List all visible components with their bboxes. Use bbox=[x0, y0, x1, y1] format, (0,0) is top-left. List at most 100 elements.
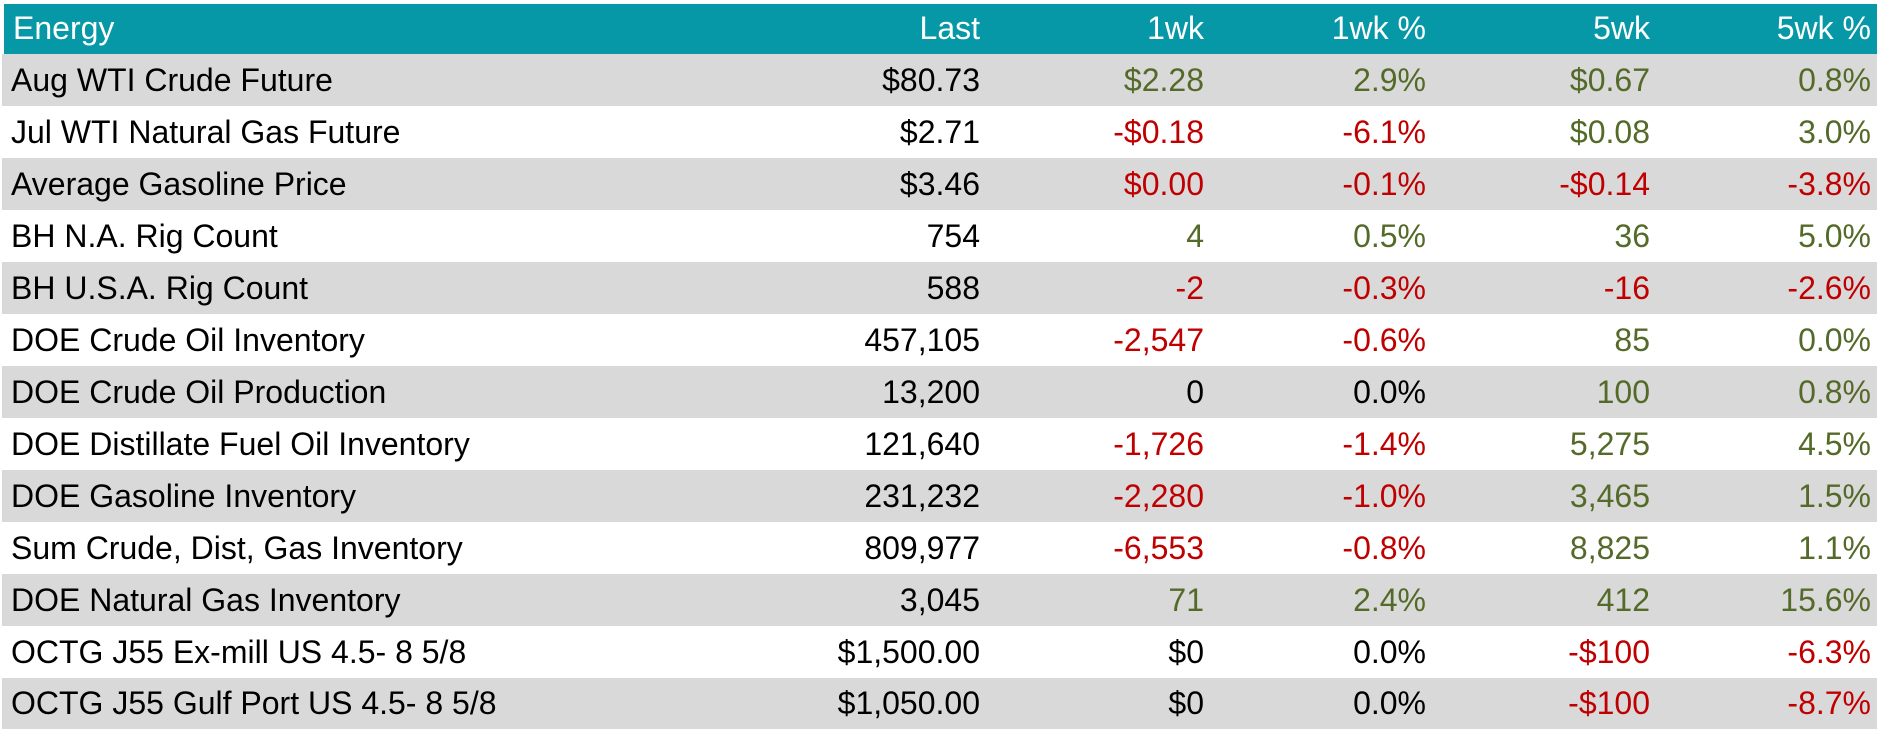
value-cell: -1.0% bbox=[1212, 470, 1434, 522]
value-cell: 0.0% bbox=[1212, 678, 1434, 732]
value-cell: -2,280 bbox=[988, 470, 1212, 522]
value-cell: 36 bbox=[1434, 210, 1658, 262]
row-label: BH N.A. Rig Count bbox=[2, 210, 642, 262]
value-cell: $3.46 bbox=[642, 158, 988, 210]
value-cell: 0.8% bbox=[1658, 366, 1877, 418]
value-cell: -6.1% bbox=[1212, 106, 1434, 158]
value-cell: -$0.18 bbox=[988, 106, 1212, 158]
table-row: Jul WTI Natural Gas Future $2.71 -$0.18 … bbox=[2, 106, 1877, 158]
value-cell: -0.1% bbox=[1212, 158, 1434, 210]
value-cell: $0.67 bbox=[1434, 54, 1658, 106]
value-cell: 4 bbox=[988, 210, 1212, 262]
column-header-5wk: 5wk bbox=[1434, 0, 1658, 54]
value-cell: 8,825 bbox=[1434, 522, 1658, 574]
value-cell: -2,547 bbox=[988, 314, 1212, 366]
table-row: BH U.S.A. Rig Count 588 -2 -0.3% -16 -2.… bbox=[2, 262, 1877, 314]
table-row: DOE Crude Oil Production 13,200 0 0.0% 1… bbox=[2, 366, 1877, 418]
value-cell: -2 bbox=[988, 262, 1212, 314]
row-label: DOE Crude Oil Inventory bbox=[2, 314, 642, 366]
table-row: DOE Distillate Fuel Oil Inventory 121,64… bbox=[2, 418, 1877, 470]
column-header-last: Last bbox=[642, 0, 988, 54]
value-cell: -1.4% bbox=[1212, 418, 1434, 470]
value-cell: 71 bbox=[988, 574, 1212, 626]
value-cell: -1,726 bbox=[988, 418, 1212, 470]
value-cell: 457,105 bbox=[642, 314, 988, 366]
table-row: Aug WTI Crude Future $80.73 $2.28 2.9% $… bbox=[2, 54, 1877, 106]
column-header-energy: Energy bbox=[0, 0, 642, 54]
value-cell: 13,200 bbox=[642, 366, 988, 418]
row-label: DOE Gasoline Inventory bbox=[2, 470, 642, 522]
row-label: OCTG J55 Gulf Port US 4.5- 8 5/8 bbox=[2, 678, 642, 732]
value-cell: 754 bbox=[642, 210, 988, 262]
value-cell: 809,977 bbox=[642, 522, 988, 574]
row-label: Average Gasoline Price bbox=[2, 158, 642, 210]
value-cell: 3.0% bbox=[1658, 106, 1877, 158]
column-header-1wk: 1wk bbox=[988, 0, 1212, 54]
value-cell: 0.8% bbox=[1658, 54, 1877, 106]
value-cell: 4.5% bbox=[1658, 418, 1877, 470]
row-label: OCTG J55 Ex-mill US 4.5- 8 5/8 bbox=[2, 626, 642, 678]
value-cell: 15.6% bbox=[1658, 574, 1877, 626]
value-cell: -0.3% bbox=[1212, 262, 1434, 314]
value-cell: 85 bbox=[1434, 314, 1658, 366]
value-cell: $0 bbox=[988, 626, 1212, 678]
table-row: DOE Gasoline Inventory 231,232 -2,280 -1… bbox=[2, 470, 1877, 522]
value-cell: -16 bbox=[1434, 262, 1658, 314]
value-cell: 2.4% bbox=[1212, 574, 1434, 626]
value-cell: $0.00 bbox=[988, 158, 1212, 210]
value-cell: $80.73 bbox=[642, 54, 988, 106]
value-cell: 0.0% bbox=[1658, 314, 1877, 366]
value-cell: 5,275 bbox=[1434, 418, 1658, 470]
value-cell: -3.8% bbox=[1658, 158, 1877, 210]
column-header-1wk-pct: 1wk % bbox=[1212, 0, 1434, 54]
table-row: Average Gasoline Price $3.46 $0.00 -0.1%… bbox=[2, 158, 1877, 210]
value-cell: -$100 bbox=[1434, 678, 1658, 732]
value-cell: 0.5% bbox=[1212, 210, 1434, 262]
value-cell: -$0.14 bbox=[1434, 158, 1658, 210]
value-cell: $1,500.00 bbox=[642, 626, 988, 678]
value-cell: 2.9% bbox=[1212, 54, 1434, 106]
value-cell: -0.6% bbox=[1212, 314, 1434, 366]
value-cell: 1.5% bbox=[1658, 470, 1877, 522]
row-label: DOE Natural Gas Inventory bbox=[2, 574, 642, 626]
value-cell: -$100 bbox=[1434, 626, 1658, 678]
value-cell: 588 bbox=[642, 262, 988, 314]
value-cell: 0.0% bbox=[1212, 366, 1434, 418]
value-cell: $1,050.00 bbox=[642, 678, 988, 732]
value-cell: 3,045 bbox=[642, 574, 988, 626]
value-cell: 231,232 bbox=[642, 470, 988, 522]
table-row: OCTG J55 Gulf Port US 4.5- 8 5/8 $1,050.… bbox=[2, 678, 1877, 732]
table-row: Sum Crude, Dist, Gas Inventory 809,977 -… bbox=[2, 522, 1877, 574]
table-body: Aug WTI Crude Future $80.73 $2.28 2.9% $… bbox=[2, 54, 1877, 732]
value-cell: $0 bbox=[988, 678, 1212, 732]
table-row: OCTG J55 Ex-mill US 4.5- 8 5/8 $1,500.00… bbox=[2, 626, 1877, 678]
row-label: DOE Distillate Fuel Oil Inventory bbox=[2, 418, 642, 470]
table-row: DOE Crude Oil Inventory 457,105 -2,547 -… bbox=[2, 314, 1877, 366]
value-cell: -6.3% bbox=[1658, 626, 1877, 678]
value-cell: $2.28 bbox=[988, 54, 1212, 106]
value-cell: -6,553 bbox=[988, 522, 1212, 574]
row-label: Sum Crude, Dist, Gas Inventory bbox=[2, 522, 642, 574]
row-label: Aug WTI Crude Future bbox=[2, 54, 642, 106]
row-label: DOE Crude Oil Production bbox=[2, 366, 642, 418]
value-cell: -8.7% bbox=[1658, 678, 1877, 732]
value-cell: 412 bbox=[1434, 574, 1658, 626]
column-header-5wk-pct: 5wk % bbox=[1658, 0, 1877, 54]
value-cell: -2.6% bbox=[1658, 262, 1877, 314]
table-header: Energy Last 1wk 1wk % 5wk 5wk % bbox=[0, 0, 1877, 54]
value-cell: 5.0% bbox=[1658, 210, 1877, 262]
value-cell: 0.0% bbox=[1212, 626, 1434, 678]
value-cell: 121,640 bbox=[642, 418, 988, 470]
value-cell: -0.8% bbox=[1212, 522, 1434, 574]
value-cell: 0 bbox=[988, 366, 1212, 418]
table-row: BH N.A. Rig Count 754 4 0.5% 36 5.0% bbox=[2, 210, 1877, 262]
value-cell: 1.1% bbox=[1658, 522, 1877, 574]
table-row: DOE Natural Gas Inventory 3,045 71 2.4% … bbox=[2, 574, 1877, 626]
value-cell: 3,465 bbox=[1434, 470, 1658, 522]
value-cell: $0.08 bbox=[1434, 106, 1658, 158]
row-label: Jul WTI Natural Gas Future bbox=[2, 106, 642, 158]
header-row: Energy Last 1wk 1wk % 5wk 5wk % bbox=[0, 0, 1877, 54]
row-label: BH U.S.A. Rig Count bbox=[2, 262, 642, 314]
value-cell: $2.71 bbox=[642, 106, 988, 158]
